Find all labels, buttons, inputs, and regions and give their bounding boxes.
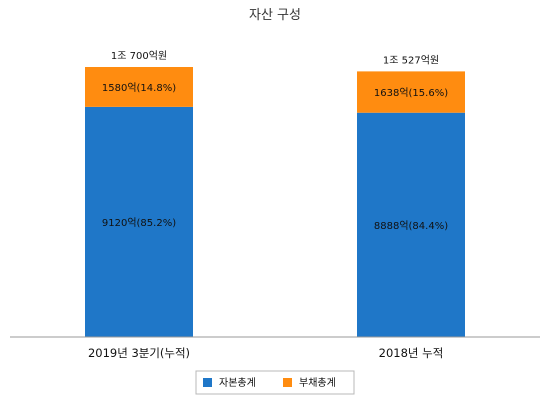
legend-swatch-liabilities	[283, 378, 292, 387]
legend: 자본총계 부채총계	[195, 370, 355, 395]
x-category-label: 2019년 3분기(누적)	[88, 346, 190, 360]
x-category-label: 2018년 누적	[379, 346, 444, 360]
legend-box	[195, 370, 355, 395]
segment-data-label: 9120억(85.2%)	[102, 217, 176, 229]
chart-title: 자산 구성	[249, 8, 301, 23]
segment-data-label: 8888억(84.4%)	[374, 220, 448, 232]
bars-group: 9120억(85.2%) 1580억(14.8%) 1조 700억원 2019년 3분…	[85, 50, 465, 360]
bar-segment-liabilities-1	[357, 71, 465, 113]
legend-label: 자본총계	[219, 377, 256, 389]
legend-swatch-equity	[203, 378, 212, 387]
segment-data-label: 1638억(15.6%)	[374, 87, 448, 99]
segment-data-label: 1580억(14.8%)	[102, 82, 176, 94]
legend-label: 부채총계	[299, 377, 336, 389]
bar-segment-equity-0	[85, 106, 193, 337]
bar-total-label: 1조 527억원	[383, 54, 439, 66]
bar-segment-equity-1	[357, 112, 465, 338]
bar-segment-liabilities-0	[85, 67, 193, 107]
bar-total-label: 1조 700억원	[111, 50, 167, 62]
